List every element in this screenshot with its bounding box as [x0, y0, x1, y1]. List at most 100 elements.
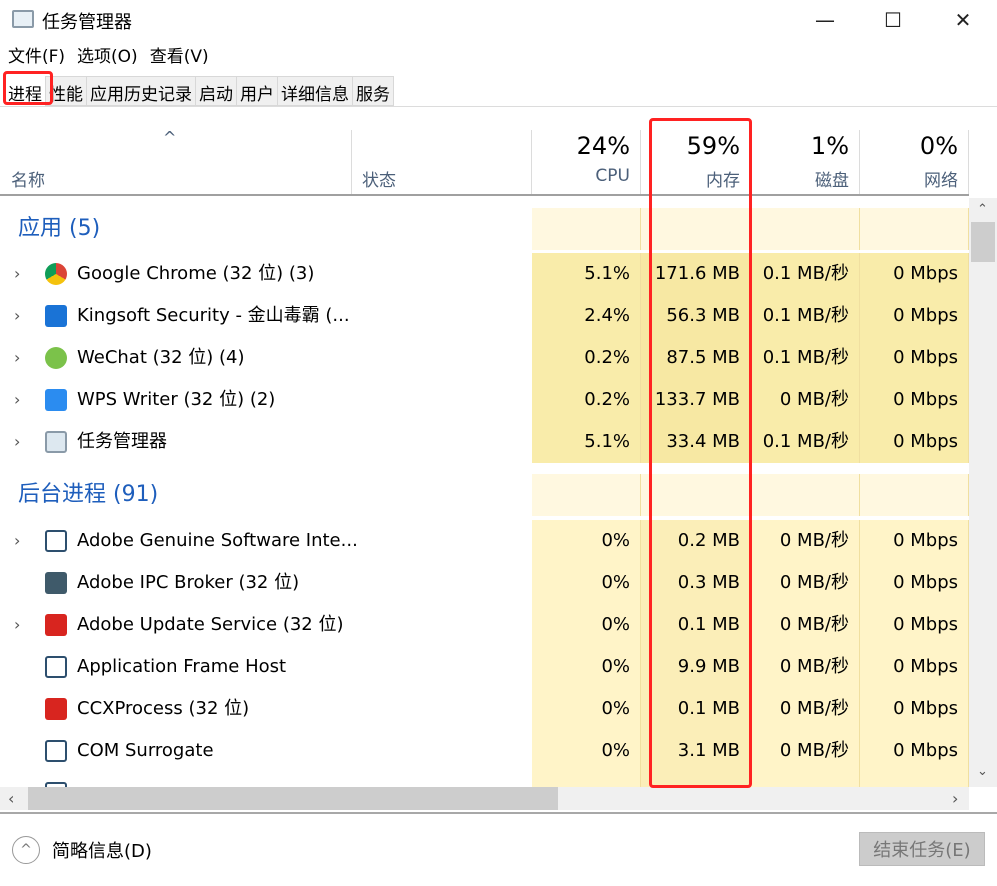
fewer-details-button[interactable]: ^ 简略信息(D) [12, 836, 152, 864]
fewer-details-label: 简略信息(D) [52, 841, 152, 862]
group-apps[interactable]: 应用 (5) [0, 208, 969, 250]
column-network[interactable]: 0% 网络 [860, 130, 969, 194]
tab-app-history[interactable]: 应用历史记录 [86, 76, 196, 106]
table-row[interactable]: 0% 0.2 MB 0 MB/秒 0 Mbps › Adobe Genuine Softw… [0, 520, 969, 562]
tab-startup[interactable]: 启动 [195, 76, 237, 106]
table-row[interactable]: 5.1% 33.4 MB 0.1 MB/秒 0 Mbps › 任务管理器 [0, 421, 969, 463]
cell-net: 0 Mbps [860, 604, 969, 646]
scroll-right-icon[interactable]: › [952, 789, 959, 808]
process-list: 应用 (5) 5.1% 171.6 MB 0.1 MB/秒 0 Mbps › Google … [0, 198, 969, 787]
column-status-label: 状态 [362, 171, 396, 191]
window-icon [45, 740, 67, 762]
window-icon [45, 656, 67, 678]
cell-mem [641, 208, 751, 250]
cell-mem: 171.6 MB [641, 253, 751, 295]
expand-chevron-icon[interactable]: › [14, 348, 21, 367]
column-header: 名称 状态 24% CPU 59% 内存 1% 磁盘 0% 网络 [0, 130, 969, 196]
sort-caret-icon: ^ [163, 128, 177, 147]
disk-label: 磁盘 [815, 171, 849, 191]
column-status[interactable]: 状态 [352, 130, 532, 194]
title-bar: 任务管理器 — ☐ ✕ [0, 0, 997, 40]
table-row[interactable] [0, 772, 969, 787]
expand-chevron-icon[interactable]: › [14, 390, 21, 409]
tab-processes[interactable]: 进程 [4, 76, 46, 106]
cell-net: 0 Mbps [860, 646, 969, 688]
table-row[interactable]: 0.2% 133.7 MB 0 MB/秒 0 Mbps › WPS Writer (32 … [0, 379, 969, 421]
table-row[interactable]: 0% 9.9 MB 0 MB/秒 0 Mbps Application Frame Ho… [0, 646, 969, 688]
tab-details[interactable]: 详细信息 [277, 76, 353, 106]
cell-cpu: 0% [532, 730, 641, 772]
scroll-thumb[interactable] [971, 222, 995, 262]
table-row[interactable]: 0.2% 87.5 MB 0.1 MB/秒 0 Mbps › WeChat (32 位) … [0, 337, 969, 379]
cell-net: 0 Mbps [860, 295, 969, 337]
cell-mem: 33.4 MB [641, 421, 751, 463]
process-name: Adobe Genuine Software Inte... [77, 530, 358, 551]
column-name-label: 名称 [11, 171, 45, 191]
scroll-left-icon[interactable]: ‹ [8, 789, 15, 808]
table-row[interactable]: 0% 0.1 MB 0 MB/秒 0 Mbps CCXProcess (32 位) [0, 688, 969, 730]
cell-cpu: 2.4% [532, 295, 641, 337]
vertical-scrollbar[interactable]: ⌃ ⌄ [969, 198, 997, 787]
cell-net: 0 Mbps [860, 253, 969, 295]
menu-options[interactable]: 选项(O) [77, 47, 138, 67]
cell-net [860, 772, 969, 787]
expand-chevron-icon[interactable]: › [14, 432, 21, 451]
column-name[interactable]: 名称 [0, 130, 352, 194]
cell-mem: 0.3 MB [641, 562, 751, 604]
tab-services[interactable]: 服务 [352, 76, 394, 106]
expand-chevron-icon[interactable]: › [14, 264, 21, 283]
end-task-button[interactable]: 结束任务(E) [859, 832, 985, 866]
process-name: Application Frame Host [77, 656, 287, 677]
horizontal-scrollbar[interactable]: ‹ › [0, 787, 969, 810]
cell-disk: 0 MB/秒 [751, 604, 860, 646]
cell-net: 0 Mbps [860, 421, 969, 463]
group-label: 应用 (5) [18, 216, 101, 241]
window-icon [45, 530, 67, 552]
cell-cpu: 5.1% [532, 421, 641, 463]
kingsoft-icon [45, 305, 67, 327]
cell-disk: 0 MB/秒 [751, 520, 860, 562]
menu-view[interactable]: 查看(V) [149, 47, 209, 67]
cell-disk [751, 772, 860, 787]
cell-disk: 0 MB/秒 [751, 646, 860, 688]
expand-chevron-icon[interactable]: › [14, 531, 21, 550]
cell-cpu: 0% [532, 562, 641, 604]
task-manager-icon [45, 431, 67, 453]
scroll-thumb-horizontal[interactable] [28, 787, 558, 810]
cell-mem: 9.9 MB [641, 646, 751, 688]
group-background[interactable]: 后台进程 (91) [0, 474, 969, 516]
expand-chevron-icon[interactable]: › [14, 615, 21, 634]
menu-bar: 文件(F) 选项(O) 查看(V) [0, 42, 213, 70]
window-title: 任务管理器 [42, 12, 132, 33]
maximize-button[interactable]: ☐ [884, 8, 902, 32]
column-disk[interactable]: 1% 磁盘 [751, 130, 860, 194]
close-button[interactable]: ✕ [954, 8, 972, 32]
minimize-button[interactable]: — [815, 8, 835, 32]
menu-file[interactable]: 文件(F) [8, 47, 66, 67]
cell-disk: 0.1 MB/秒 [751, 421, 860, 463]
cell-cpu [532, 474, 641, 516]
expand-chevron-icon[interactable]: › [14, 306, 21, 325]
column-memory[interactable]: 59% 内存 [641, 130, 751, 194]
cell-disk: 0 MB/秒 [751, 688, 860, 730]
process-name: Google Chrome (32 位) (3) [77, 263, 315, 284]
table-row[interactable]: 0% 0.3 MB 0 MB/秒 0 Mbps Adobe IPC Broker (32… [0, 562, 969, 604]
tab-users[interactable]: 用户 [236, 76, 278, 106]
table-row[interactable]: 5.1% 171.6 MB 0.1 MB/秒 0 Mbps › Google Chrome… [0, 253, 969, 295]
scroll-up-icon[interactable]: ⌃ [977, 202, 988, 217]
cell-net: 0 Mbps [860, 562, 969, 604]
cell-net: 0 Mbps [860, 688, 969, 730]
cpu-total: 24% [576, 132, 630, 160]
table-row[interactable]: 2.4% 56.3 MB 0.1 MB/秒 0 Mbps › Kingsoft Secur… [0, 295, 969, 337]
column-cpu[interactable]: 24% CPU [532, 130, 641, 194]
table-row[interactable]: 0% 0.1 MB 0 MB/秒 0 Mbps › Adobe Update Servic… [0, 604, 969, 646]
task-manager-icon [12, 10, 34, 28]
cell-mem: 133.7 MB [641, 379, 751, 421]
scroll-down-icon[interactable]: ⌄ [977, 764, 988, 779]
process-name: CCXProcess (32 位) [77, 698, 250, 719]
table-row[interactable]: 0% 3.1 MB 0 MB/秒 0 Mbps COM Surrogate [0, 730, 969, 772]
cell-mem: 3.1 MB [641, 730, 751, 772]
cell-mem: 0.1 MB [641, 688, 751, 730]
cell-net: 0 Mbps [860, 379, 969, 421]
cpu-label: CPU [595, 166, 630, 186]
